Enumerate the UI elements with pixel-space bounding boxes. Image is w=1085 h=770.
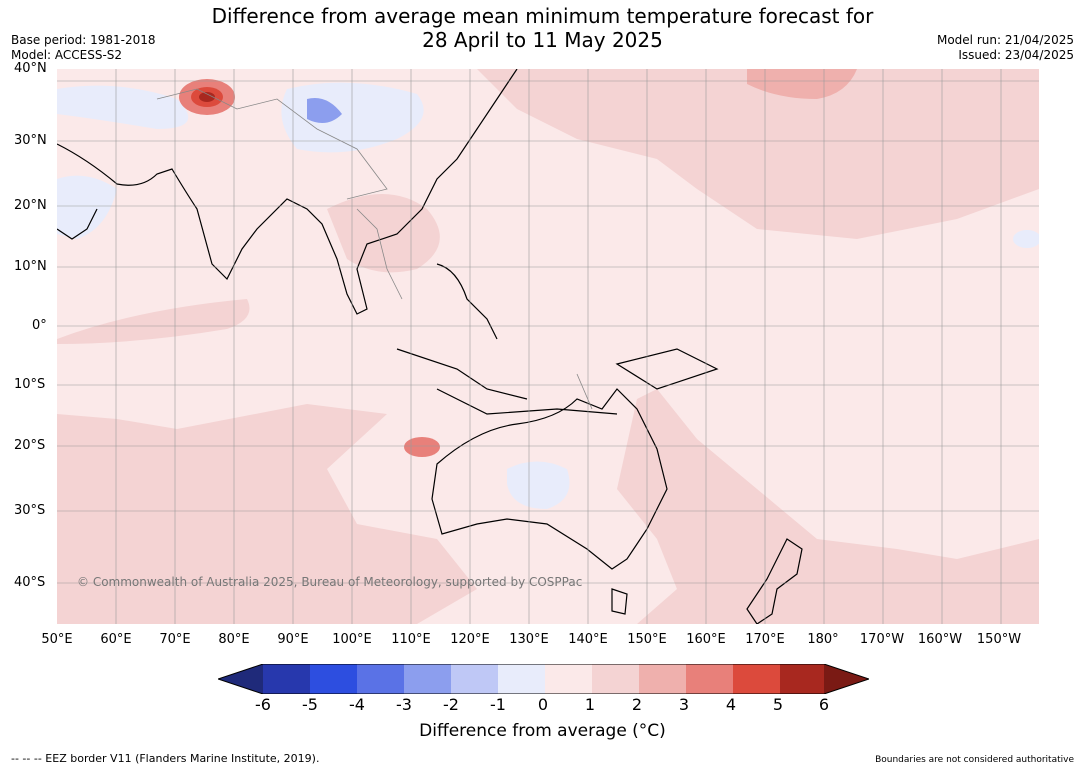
- country-borders: [156, 88, 593, 410]
- warm-patch-indian-ocean: [404, 437, 440, 457]
- model-run-date: Model run: 21/04/2025: [936, 33, 1074, 47]
- cool-patch-australia: [507, 461, 570, 509]
- colorbar-swatch: [545, 664, 592, 694]
- boundaries-disclaimer: Boundaries are not considered authoritat…: [875, 755, 1074, 765]
- model-info: Base period: 1981-2018 Model: ACCESS-S2: [11, 33, 156, 63]
- copyright-notice: © Commonwealth of Australia 2025, Bureau…: [77, 575, 583, 589]
- colorbar-tick: 1: [584, 695, 596, 714]
- lon-label-100e: 100°E: [332, 632, 372, 647]
- lon-label-180: 180°: [807, 632, 839, 647]
- colorbar-swatch: [780, 664, 824, 694]
- lon-label-160w: 160°W: [917, 632, 963, 647]
- colorbar-swatch: [451, 664, 498, 694]
- lon-label-170w: 170°W: [859, 632, 905, 647]
- lon-label-70e: 70°E: [159, 632, 191, 647]
- lat-label-20s: 20°S: [14, 438, 46, 453]
- colorbar-tick: 0: [537, 695, 549, 714]
- lon-label-150w: 150°W: [976, 632, 1022, 647]
- cool-patch-west: [57, 85, 189, 129]
- colorbar-tick: -5: [302, 695, 318, 714]
- lon-label-160e: 160°E: [686, 632, 726, 647]
- colorbar: [218, 664, 869, 694]
- lat-label-10s: 10°S: [14, 377, 46, 392]
- anomaly-region-equatorial: [57, 299, 250, 344]
- map-canvas: [57, 69, 1039, 624]
- colorbar-tick: -3: [396, 695, 412, 714]
- anomaly-region-indochina: [327, 194, 440, 273]
- colorbar-tick: 4: [725, 695, 737, 714]
- cool-patch-arabia: [57, 175, 117, 239]
- lon-label-140e: 140°E: [568, 632, 608, 647]
- anomaly-region-indian-ocean: [57, 404, 477, 624]
- colorbar-swatch: [733, 664, 780, 694]
- hot-spot-core: [199, 92, 215, 102]
- lat-label-10n: 10°N: [14, 259, 47, 274]
- anomaly-region-warm-pacific: [747, 69, 857, 99]
- colorbar-tick: -2: [443, 695, 459, 714]
- colorbar-extend-low: [218, 664, 263, 694]
- colorbar-swatch: [686, 664, 733, 694]
- colorbar-swatch: [357, 664, 404, 694]
- colorbar-swatch: [263, 664, 310, 694]
- colorbar-tick: 5: [772, 695, 784, 714]
- colorbar-swatch: [592, 664, 639, 694]
- cool-patch-east: [1013, 230, 1039, 248]
- lat-label-30n: 30°N: [14, 133, 47, 148]
- colorbar-swatch: [498, 664, 545, 694]
- lon-label-50e: 50°E: [41, 632, 73, 647]
- run-info: Model run: 21/04/2025 Issued: 23/04/2025: [937, 33, 1074, 63]
- lon-label-60e: 60°E: [100, 632, 132, 647]
- lat-label-30s: 30°S: [14, 503, 46, 518]
- colorbar-extend-high: [824, 664, 869, 694]
- base-period: Base period: 1981-2018: [11, 33, 156, 47]
- graticule: [57, 69, 1039, 624]
- lat-label-40n: 40°N: [14, 61, 47, 76]
- forecast-map: [57, 69, 1039, 624]
- lon-label-150e: 150°E: [627, 632, 667, 647]
- lat-label-20n: 20°N: [14, 198, 47, 213]
- colorbar-tick: -4: [349, 695, 365, 714]
- map-title: Difference from average mean minimum tem…: [0, 4, 1085, 52]
- colorbar-tick: 3: [678, 695, 690, 714]
- colorbar-tick: 2: [631, 695, 643, 714]
- colorbar-tick: -1: [490, 695, 506, 714]
- issued-date: Issued: 23/04/2025: [958, 48, 1074, 62]
- lon-label-130e: 130°E: [509, 632, 549, 647]
- lon-label-80e: 80°E: [218, 632, 250, 647]
- lon-label-120e: 120°E: [450, 632, 490, 647]
- cool-patch-strong: [307, 98, 342, 123]
- colorbar-title: Difference from average (°C): [419, 721, 666, 741]
- lon-label-170e: 170°E: [745, 632, 785, 647]
- eez-note: -- -- -- EEZ border V11 (Flanders Marine…: [11, 752, 320, 765]
- anomaly-region-north-pacific: [477, 69, 1039, 239]
- colorbar-swatch: [639, 664, 686, 694]
- title-line-2: 28 April to 11 May 2025: [422, 28, 663, 52]
- colorbar-tick: -6: [255, 695, 271, 714]
- lat-label-40s: 40°S: [14, 575, 46, 590]
- lat-label-0: 0°: [32, 318, 47, 333]
- anomaly-region-south-pacific: [617, 389, 1039, 624]
- colorbar-swatch: [310, 664, 357, 694]
- colorbar-tick: 6: [818, 695, 830, 714]
- colorbar-swatch: [404, 664, 451, 694]
- lon-label-110e: 110°E: [391, 632, 431, 647]
- coastlines: [57, 69, 803, 624]
- model-name: Model: ACCESS-S2: [11, 48, 123, 62]
- title-line-1: Difference from average mean minimum tem…: [211, 4, 874, 28]
- lon-label-90e: 90°E: [277, 632, 309, 647]
